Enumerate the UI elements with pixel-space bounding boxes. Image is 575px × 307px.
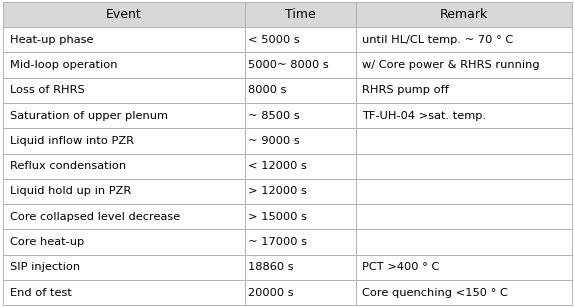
Text: w/ Core power & RHRS running: w/ Core power & RHRS running: [362, 60, 540, 70]
Bar: [356, 280, 572, 305]
Text: Time: Time: [285, 8, 316, 21]
Text: ~ 9000 s: ~ 9000 s: [248, 136, 300, 146]
Bar: [3, 204, 245, 230]
Bar: [356, 77, 572, 103]
Bar: [356, 230, 572, 255]
Text: Heat-up phase: Heat-up phase: [10, 34, 94, 45]
Bar: [245, 27, 356, 52]
Text: TF-UH-04 >sat. temp.: TF-UH-04 >sat. temp.: [362, 111, 486, 121]
Text: Reflux condensation: Reflux condensation: [10, 161, 126, 171]
Bar: [356, 103, 572, 128]
Bar: [245, 77, 356, 103]
Bar: [356, 154, 572, 179]
Bar: [245, 52, 356, 78]
Text: Liquid inflow into PZR: Liquid inflow into PZR: [10, 136, 134, 146]
Text: RHRS pump off: RHRS pump off: [362, 85, 449, 95]
Text: Core quenching <150 ° C: Core quenching <150 ° C: [362, 288, 508, 298]
Bar: [3, 230, 245, 255]
Bar: [245, 2, 356, 27]
Bar: [356, 255, 572, 280]
Text: Remark: Remark: [440, 8, 488, 21]
Bar: [3, 255, 245, 280]
Bar: [245, 204, 356, 230]
Bar: [3, 103, 245, 128]
Text: > 12000 s: > 12000 s: [248, 186, 307, 196]
Text: > 15000 s: > 15000 s: [248, 212, 307, 222]
Bar: [245, 280, 356, 305]
Bar: [245, 179, 356, 204]
Bar: [356, 204, 572, 230]
Text: Core collapsed level decrease: Core collapsed level decrease: [10, 212, 181, 222]
Text: 8000 s: 8000 s: [248, 85, 286, 95]
Text: 5000~ 8000 s: 5000~ 8000 s: [248, 60, 329, 70]
Text: Event: Event: [106, 8, 141, 21]
Bar: [3, 27, 245, 52]
Bar: [3, 179, 245, 204]
Text: Mid-loop operation: Mid-loop operation: [10, 60, 118, 70]
Text: 20000 s: 20000 s: [248, 288, 294, 298]
Bar: [3, 280, 245, 305]
Bar: [3, 154, 245, 179]
Bar: [245, 154, 356, 179]
Bar: [356, 27, 572, 52]
Text: Saturation of upper plenum: Saturation of upper plenum: [10, 111, 168, 121]
Text: End of test: End of test: [10, 288, 72, 298]
Bar: [245, 103, 356, 128]
Text: until HL/CL temp. ~ 70 ° C: until HL/CL temp. ~ 70 ° C: [362, 34, 513, 45]
Bar: [356, 2, 572, 27]
Text: 18860 s: 18860 s: [248, 262, 294, 273]
Text: PCT >400 ° C: PCT >400 ° C: [362, 262, 440, 273]
Bar: [245, 128, 356, 154]
Text: ~ 17000 s: ~ 17000 s: [248, 237, 307, 247]
Bar: [3, 2, 245, 27]
Bar: [356, 128, 572, 154]
Bar: [245, 255, 356, 280]
Text: ~ 8500 s: ~ 8500 s: [248, 111, 300, 121]
Bar: [356, 179, 572, 204]
Text: Core heat-up: Core heat-up: [10, 237, 85, 247]
Bar: [3, 52, 245, 78]
Bar: [3, 128, 245, 154]
Bar: [3, 77, 245, 103]
Bar: [245, 230, 356, 255]
Bar: [356, 52, 572, 78]
Text: SIP injection: SIP injection: [10, 262, 80, 273]
Text: < 12000 s: < 12000 s: [248, 161, 307, 171]
Text: Loss of RHRS: Loss of RHRS: [10, 85, 85, 95]
Text: < 5000 s: < 5000 s: [248, 34, 300, 45]
Text: Liquid hold up in PZR: Liquid hold up in PZR: [10, 186, 131, 196]
